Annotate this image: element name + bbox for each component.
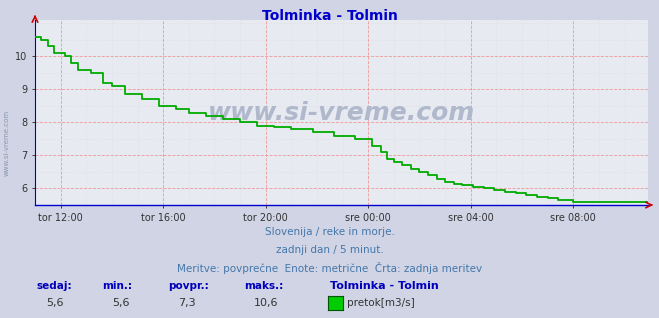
Text: pretok[m3/s]: pretok[m3/s]: [347, 299, 415, 308]
Text: Slovenija / reke in morje.: Slovenija / reke in morje.: [264, 227, 395, 237]
Text: min.:: min.:: [102, 281, 132, 291]
Text: Tolminka - Tolmin: Tolminka - Tolmin: [330, 281, 438, 291]
Text: www.si-vreme.com: www.si-vreme.com: [3, 110, 9, 176]
Text: 10,6: 10,6: [254, 299, 278, 308]
Text: 7,3: 7,3: [178, 299, 196, 308]
Text: Tolminka - Tolmin: Tolminka - Tolmin: [262, 9, 397, 23]
Text: 5,6: 5,6: [46, 299, 64, 308]
Text: Meritve: povprečne  Enote: metrične  Črta: zadnja meritev: Meritve: povprečne Enote: metrične Črta:…: [177, 262, 482, 274]
Text: maks.:: maks.:: [244, 281, 283, 291]
Text: 5,6: 5,6: [112, 299, 130, 308]
Text: www.si-vreme.com: www.si-vreme.com: [208, 100, 475, 125]
Text: sedaj:: sedaj:: [36, 281, 72, 291]
Text: zadnji dan / 5 minut.: zadnji dan / 5 minut.: [275, 245, 384, 255]
Text: povpr.:: povpr.:: [168, 281, 209, 291]
